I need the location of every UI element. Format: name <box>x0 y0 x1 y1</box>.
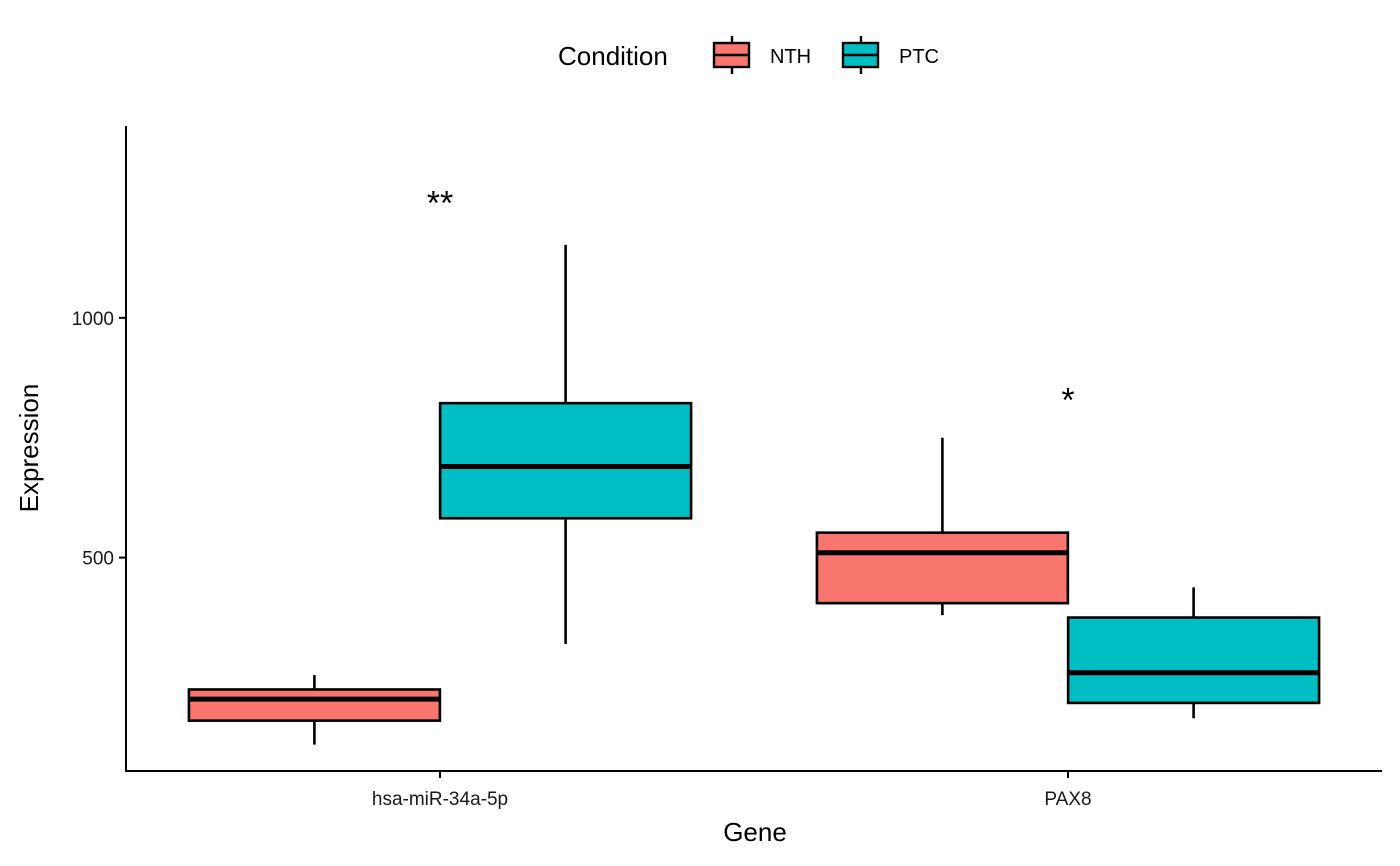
legend-label: NTH <box>770 46 811 68</box>
iqr-box <box>187 688 442 722</box>
legend: Condition NTH PTC <box>558 36 939 74</box>
legend-label: PTC <box>899 46 939 68</box>
significance-label: * <box>1061 381 1074 419</box>
y-axis-ticks: 500 1000 <box>72 309 126 570</box>
x-axis-title: Gene <box>723 817 787 847</box>
box-nth-1 <box>815 437 1070 616</box>
iqr-box <box>1066 616 1321 705</box>
y-tick-label: 500 <box>82 549 114 570</box>
y-tick-label: 1000 <box>72 309 114 330</box>
box-ptc-1 <box>1066 587 1321 719</box>
y-axis-title: Expression <box>14 384 44 513</box>
plot-boxes <box>187 244 1321 745</box>
box-ptc-0 <box>438 244 693 644</box>
iqr-box <box>815 531 1070 605</box>
x-axis-ticks: hsa-miR-34a-5p PAX8 <box>372 771 1092 810</box>
legend-item-nth: NTH <box>712 36 811 74</box>
x-tick-label: PAX8 <box>1044 789 1091 810</box>
legend-title: Condition <box>558 41 668 71</box>
legend-item-ptc: PTC <box>841 36 939 74</box>
significance-annotations: *** <box>427 185 1075 420</box>
x-tick-label: hsa-miR-34a-5p <box>372 789 508 810</box>
iqr-box <box>438 401 693 520</box>
box-nth-0 <box>187 675 442 745</box>
significance-label: ** <box>427 185 453 223</box>
